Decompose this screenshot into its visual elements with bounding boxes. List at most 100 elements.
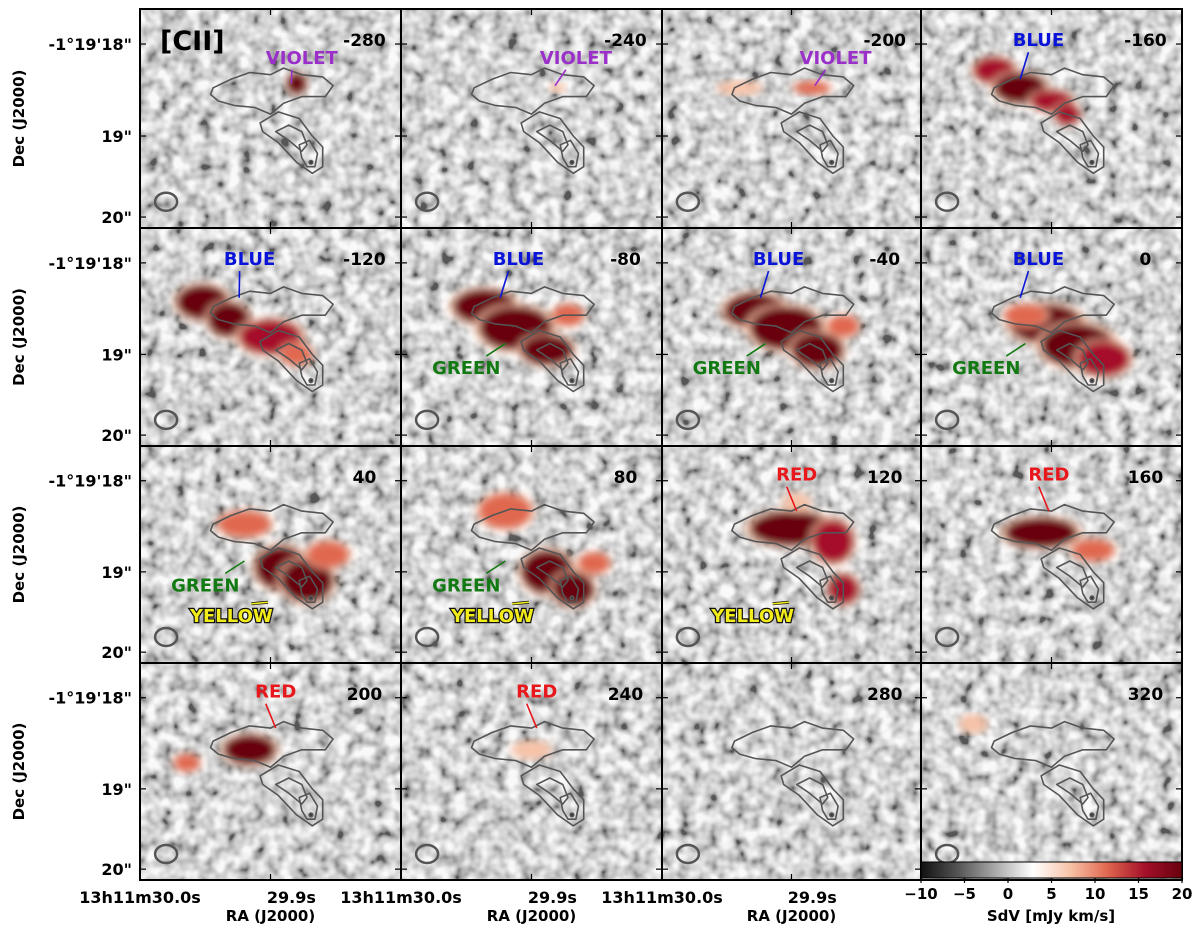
continuum-peak [1089,378,1095,384]
panel-40: 40 GREEN YELLOW [139,445,402,664]
panel-image [401,663,662,880]
emission-blobs [171,732,280,773]
colorbar-label: SdV [mJy km/s] [987,907,1115,925]
x-tick-label: 29.9s [267,888,316,907]
contour-level-2 [259,329,324,393]
contour-level-2 [780,329,845,393]
contour-level-1 [731,720,855,769]
emission-core [766,518,817,539]
contour-level-2 [1040,547,1105,610]
contour-level-1 [470,720,595,769]
noise-tint [401,663,662,880]
emission-blobs [548,82,567,93]
beam-ellipse [675,843,701,865]
label-pointer [759,270,770,298]
panel-image [140,9,401,228]
contour-level-2 [520,547,585,610]
emission-blob [812,519,854,564]
panel-image [662,9,921,228]
contour-level-4 [1079,357,1100,386]
emission-blobs [958,713,989,734]
colorbar-tick-label: 5 [1046,885,1056,903]
continuum-peak [829,159,835,165]
noise-texture [401,663,662,880]
panel-image [662,663,921,880]
contour-level-4 [559,575,580,604]
continuum-peak [1089,595,1095,601]
beam-ellipse [414,626,440,648]
contour-level-2 [780,547,845,610]
component-label-yellow: YELLOW [189,606,273,627]
contour-level-4 [819,357,839,386]
velocity-label: 120 [867,468,903,488]
contours [209,720,334,827]
component-label-yellow: YELLOW [450,606,534,627]
continuum-peak [1089,159,1095,165]
emission-core [1019,523,1063,542]
figure-title: [CII] [160,26,225,57]
contour-level-4 [819,575,839,604]
panel-240: 240 RED [400,662,663,881]
contour-level-1 [990,503,1115,552]
label-pointer-fill [772,601,789,605]
contour-level-3 [535,777,569,805]
continuum-peak [829,595,835,601]
contour-level-2 [1040,111,1105,175]
emission-blob [578,552,610,575]
velocity-label: 320 [1128,685,1164,705]
contour-level-3 [274,124,308,153]
velocity-label: -240 [604,31,647,51]
panel-image [401,9,662,228]
velocity-label: -160 [1124,31,1167,51]
panel--120: -120 BLUE [139,227,402,447]
panel--40: -40 BLUE GREEN [661,227,922,447]
beam-ellipse [675,191,701,212]
beam-ellipse [153,843,179,865]
contour-level-3 [274,560,308,588]
label-pointer [785,486,798,512]
contour-level-3 [795,777,829,805]
contour-level-1 [731,286,855,334]
component-label-red: RED [776,465,817,486]
label-pointer [1019,270,1030,298]
contour-level-1 [209,720,334,769]
label-pointer [485,560,506,575]
emission-blob [1004,304,1047,327]
contours [209,503,334,610]
contour-level-1 [209,503,334,552]
contour-level-4 [559,139,580,168]
continuum-peak [308,159,314,165]
contour-level-1 [209,67,334,115]
component-label-yellow: YELLOW [710,606,794,627]
velocity-label: -200 [863,31,906,51]
panel-120: 120 RED YELLOW [661,445,922,664]
panel-160: 160 RED [920,445,1183,664]
contour-level-1 [990,286,1115,334]
component-label-green: GREEN [693,358,761,379]
contour-level-3 [1055,560,1089,588]
contours [470,286,595,393]
continuum-peak [308,812,314,818]
noise-texture [401,9,662,228]
component-label-violet: VIOLET [540,48,613,69]
noise-tint [140,9,401,228]
beam-ellipse [934,626,960,648]
panel-0: 0 BLUE GREEN [920,227,1183,447]
panel-image [662,446,921,663]
contour-level-2 [1040,764,1105,827]
continuum-peak [1089,812,1095,818]
component-label-red: RED [516,682,557,703]
contour-level-2 [780,764,845,827]
continuum-peak [569,595,575,601]
emission-blob [549,83,566,93]
panel-320: 320 [920,662,1183,881]
panel-200: 200 RED [139,662,402,881]
label-pointer-fill [512,601,529,605]
contours [209,286,334,393]
component-label-blue: BLUE [224,249,275,270]
label-pointer [264,703,277,729]
contour-level-4 [298,357,319,386]
label-pointer [525,703,538,729]
component-label-violet: VIOLET [266,48,339,69]
